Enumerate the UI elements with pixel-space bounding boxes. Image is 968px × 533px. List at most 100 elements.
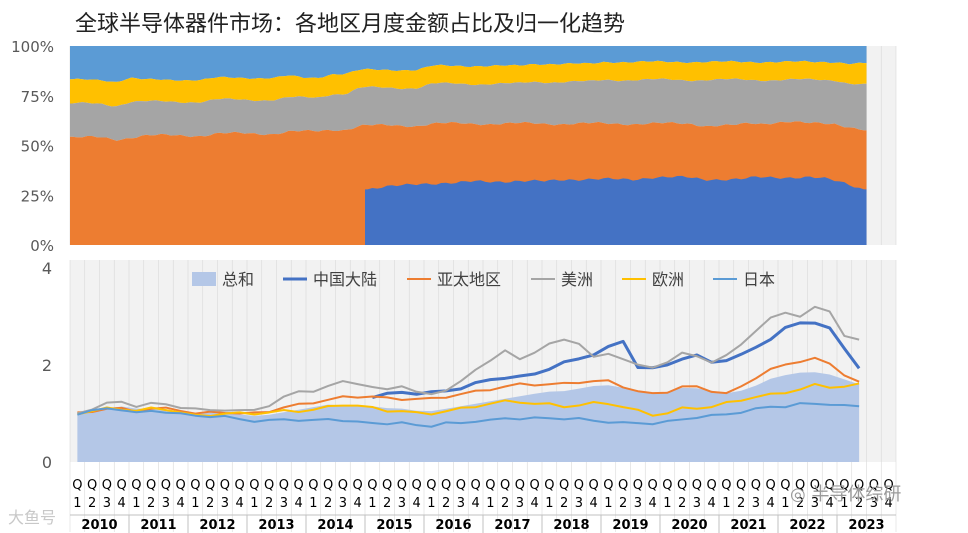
x-tick-quarter-number: 1	[368, 496, 376, 511]
legend-item: 中国大陆	[283, 270, 377, 289]
x-tick-quarter-number: 1	[663, 496, 671, 511]
stack-area-欧洲	[70, 60, 867, 107]
x-tick-quarter-number: 3	[162, 496, 170, 511]
x-tick-quarter-letter: Q	[308, 478, 318, 493]
x-tick-quarter-letter: Q	[161, 478, 171, 493]
watermark-right: ◎ 半导体综研	[790, 480, 901, 506]
x-tick-quarter-letter: Q	[736, 478, 746, 493]
legend-swatch	[192, 272, 216, 286]
x-tick-quarter-letter: Q	[190, 478, 200, 493]
x-tick-quarter-letter: Q	[323, 478, 333, 493]
x-tick-quarter-number: 2	[324, 496, 332, 511]
legend-label: 总和	[222, 270, 254, 289]
x-tick-quarter-letter: Q	[515, 478, 525, 493]
x-tick-quarter-letter: Q	[412, 478, 422, 493]
x-tick-quarter-letter: Q	[618, 478, 628, 493]
x-tick-quarter-number: 2	[147, 496, 155, 511]
x-tick-quarter-letter: Q	[751, 478, 761, 493]
x-tick-quarter-letter: Q	[721, 478, 731, 493]
stack-area-中国大陆	[365, 175, 867, 245]
x-tick-quarter-letter: Q	[176, 478, 186, 493]
x-tick-quarter-letter: Q	[559, 478, 569, 493]
x-tick-quarter-number: 4	[707, 496, 715, 511]
x-tick-quarter-letter: Q	[839, 478, 849, 493]
x-tick-quarter-number: 4	[825, 496, 833, 511]
x-tick-quarter-number: 1	[250, 496, 258, 511]
bottom-y-tick-label: 2	[42, 356, 52, 375]
x-tick-quarter-number: 2	[206, 496, 214, 511]
x-tick-quarter-number: 4	[530, 496, 538, 511]
x-tick-year: 2011	[140, 518, 176, 533]
legend-item: 欧洲	[622, 270, 684, 289]
x-tick-quarter-number: 1	[604, 496, 612, 511]
x-tick-quarter-letter: Q	[382, 478, 392, 493]
x-tick-quarter-number: 1	[191, 496, 199, 511]
x-tick-quarter-number: 4	[235, 496, 243, 511]
x-tick-quarter-number: 2	[383, 496, 391, 511]
x-tick-quarter-number: 1	[486, 496, 494, 511]
x-tick-quarter-letter: Q	[471, 478, 481, 493]
x-tick-year: 2014	[317, 518, 353, 533]
bottom-y-tick-label: 0	[42, 453, 52, 472]
x-tick-quarter-letter: Q	[397, 478, 407, 493]
x-tick-quarter-number: 3	[339, 496, 347, 511]
x-tick-quarter-number: 3	[516, 496, 524, 511]
x-tick-quarter-number: 2	[88, 496, 96, 511]
x-tick-quarter-number: 3	[575, 496, 583, 511]
x-tick-quarter-letter: Q	[146, 478, 156, 493]
x-tick-quarter-number: 1	[781, 496, 789, 511]
line-series-中国大陆	[371, 321, 861, 399]
legend-label: 欧洲	[652, 270, 684, 289]
legend-label: 美洲	[561, 270, 593, 289]
x-tick-year: 2012	[199, 518, 235, 533]
x-tick-quarter-letter: Q	[766, 478, 776, 493]
top-y-tick-label: 75%	[21, 88, 54, 106]
x-tick-quarter-letter: Q	[884, 478, 894, 493]
legend-item: 总和	[192, 270, 254, 289]
x-tick-year: 2018	[553, 518, 589, 533]
x-tick-quarter-number: 2	[265, 496, 273, 511]
x-tick-quarter-letter: Q	[692, 478, 702, 493]
x-tick-quarter-number: 3	[634, 496, 642, 511]
x-tick-quarter-number: 1	[309, 496, 317, 511]
x-tick-quarter-letter: Q	[544, 478, 554, 493]
x-tick-quarter-letter: Q	[102, 478, 112, 493]
x-tick-quarter-number: 3	[752, 496, 760, 511]
x-tick-quarter-letter: Q	[603, 478, 613, 493]
legend-item: 美洲	[531, 270, 593, 289]
x-tick-quarter-number: 4	[353, 496, 361, 511]
x-tick-quarter-number: 2	[501, 496, 509, 511]
x-tick-quarter-number: 2	[855, 496, 863, 511]
x-tick-quarter-number: 4	[176, 496, 184, 511]
top-y-tick-label: 0%	[30, 237, 54, 255]
x-tick-quarter-letter: Q	[633, 478, 643, 493]
x-tick-quarter-letter: Q	[456, 478, 466, 493]
chart-title: 全球半导体器件市场：各地区月度金额占比及归一化趋势	[75, 12, 626, 37]
x-tick-quarter-number: 2	[442, 496, 450, 511]
x-tick-quarter-letter: Q	[367, 478, 377, 493]
bottom-y-tick-label: 4	[42, 259, 52, 278]
x-tick-quarter-number: 1	[840, 496, 848, 511]
x-tick-quarter-letter: Q	[825, 478, 835, 493]
x-tick-quarter-number: 3	[811, 496, 819, 511]
x-tick-quarter-number: 2	[796, 496, 804, 511]
x-tick-quarter-letter: Q	[500, 478, 510, 493]
x-tick-year: 2010	[81, 518, 117, 533]
x-tick-year: 2013	[258, 518, 294, 533]
top-y-tick-label: 100%	[11, 38, 54, 56]
legend-item: 亚太地区	[407, 270, 501, 289]
x-tick-year: 2015	[376, 518, 412, 533]
x-tick-quarter-letter: Q	[72, 478, 82, 493]
x-tick-year: 2017	[494, 518, 530, 533]
x-tick-quarter-number: 3	[280, 496, 288, 511]
x-tick-quarter-letter: Q	[854, 478, 864, 493]
x-tick-quarter-letter: Q	[87, 478, 97, 493]
x-tick-quarter-letter: Q	[235, 478, 245, 493]
x-tick-quarter-letter: Q	[530, 478, 540, 493]
x-tick-quarter-letter: Q	[795, 478, 805, 493]
x-tick-quarter-number: 3	[457, 496, 465, 511]
x-tick-quarter-number: 3	[398, 496, 406, 511]
x-tick-quarter-letter: Q	[294, 478, 304, 493]
x-tick-quarter-letter: Q	[264, 478, 274, 493]
